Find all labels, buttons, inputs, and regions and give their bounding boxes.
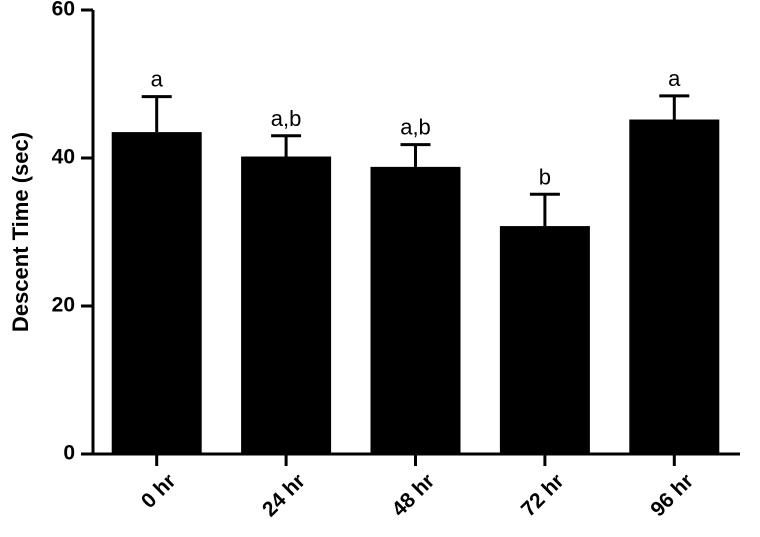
y-tick-label: 60 xyxy=(52,0,75,21)
bar-72-hr xyxy=(499,226,590,454)
bar-24-hr xyxy=(241,156,332,454)
y-axis-title: Descent Time (sec) xyxy=(8,132,33,332)
significance-label: a xyxy=(151,67,164,92)
significance-label: a,b xyxy=(271,106,302,131)
y-tick-label: 0 xyxy=(63,442,75,465)
significance-label: b xyxy=(539,164,551,189)
significance-labels: a a,b a,b b a xyxy=(151,66,682,189)
significance-label: a xyxy=(668,66,681,91)
bar-0-hr xyxy=(111,132,202,454)
y-tick-label: 20 xyxy=(52,294,75,317)
bar-96-hr xyxy=(629,119,720,455)
y-axis: 0 20 40 60 xyxy=(52,0,95,465)
error-bars xyxy=(141,94,690,227)
x-tick-label: 0 hr xyxy=(137,469,180,512)
x-tick-label: 96 hr xyxy=(646,469,698,521)
significance-label: a,b xyxy=(400,115,431,140)
bars xyxy=(111,119,720,455)
y-tick-label: 40 xyxy=(52,146,75,169)
x-tick-label: 72 hr xyxy=(517,469,569,521)
x-tick-label: 24 hr xyxy=(258,469,310,521)
x-axis: 0 hr 24 hr 48 hr 72 hr 96 hr xyxy=(91,452,740,521)
x-tick-label: 48 hr xyxy=(387,469,439,521)
bar-48-hr xyxy=(370,166,461,454)
